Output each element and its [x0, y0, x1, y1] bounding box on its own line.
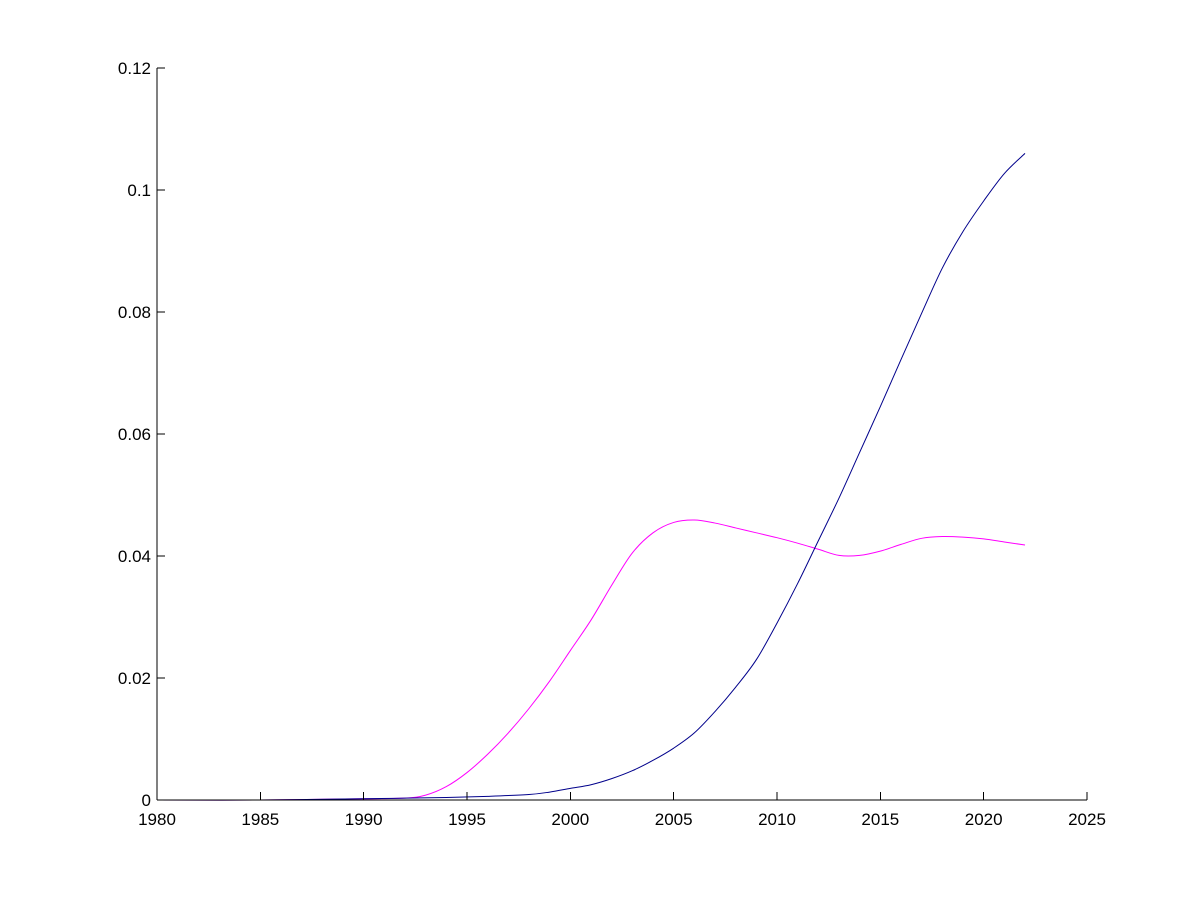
x-tick-label: 2005	[655, 810, 693, 829]
x-axis-ticks: 1980 1985 1990 1995 2000 2005 2010 2015 2020 2025	[138, 792, 1106, 829]
x-tick-label: 1985	[241, 810, 279, 829]
y-tick-label: 0.04	[118, 547, 151, 566]
x-tick-label: 2020	[965, 810, 1003, 829]
y-tick-label: 0.08	[118, 303, 151, 322]
x-tick-label: 2015	[861, 810, 899, 829]
axes-layer	[156, 68, 1087, 801]
y-tick-label: 0.1	[127, 181, 151, 200]
x-tick-label: 1995	[448, 810, 486, 829]
x-tick-label: 1980	[138, 810, 176, 829]
x-tick-label: 2000	[551, 810, 589, 829]
x-tick-label: 2010	[758, 810, 796, 829]
series-line-2	[156, 153, 1026, 801]
x-tick-label: 1990	[345, 810, 383, 829]
y-tick-label: 0	[142, 791, 151, 810]
y-tick-label: 0.06	[118, 425, 151, 444]
series-layer	[156, 153, 1026, 801]
y-tick-label: 0.02	[118, 669, 151, 688]
y-axis-ticks: 0 0.02 0.04 0.06 0.08 0.1 0.12	[118, 59, 165, 810]
series-line-1	[156, 519, 1026, 801]
x-tick-label: 2025	[1068, 810, 1106, 829]
y-tick-label: 0.12	[118, 59, 151, 78]
